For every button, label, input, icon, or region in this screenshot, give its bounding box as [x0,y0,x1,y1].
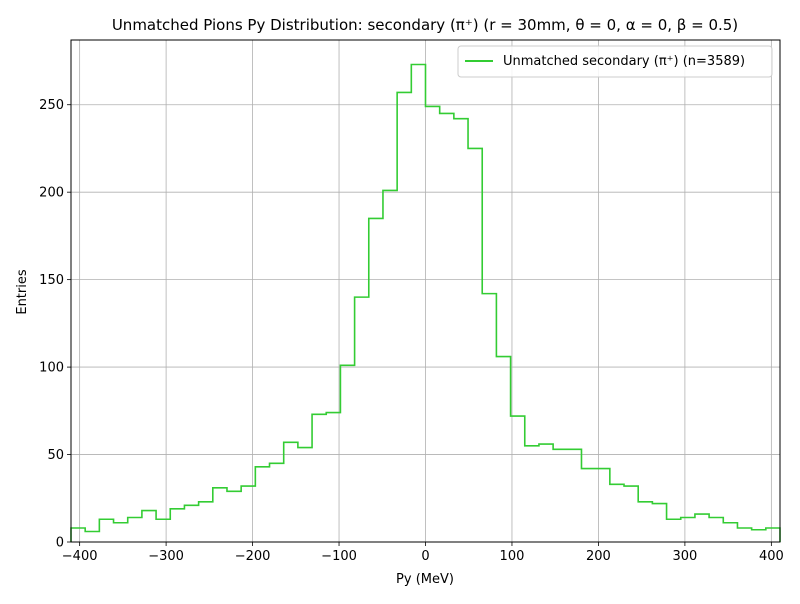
histogram-bin [596,469,610,542]
histogram-bin [525,446,539,542]
x-tick-label: 0 [421,549,429,564]
x-tick-label: −100 [321,549,357,564]
histogram-bin [496,357,510,542]
x-tick-label: −300 [148,549,184,564]
histogram-bin [114,523,128,542]
x-axis: −400 −300 −200 −100 0 100 200 300 400 [62,542,784,564]
y-tick-label: 100 [39,361,64,376]
histogram-bin [695,514,709,542]
histogram-bin [482,294,496,542]
histogram-bin [255,467,269,542]
histogram-bin [411,64,425,542]
histogram-bin [766,528,780,542]
histogram-bin [298,448,312,542]
histogram-bin [184,505,198,542]
histogram-bin [454,119,468,542]
histogram-bin [737,528,751,542]
histogram-bin [383,190,397,542]
x-tick-label: −400 [62,549,98,564]
histogram-bin [752,530,766,542]
histogram-bin [355,297,369,542]
y-tick-label: 250 [39,98,64,113]
histogram-bin [440,113,454,542]
histogram-bin [539,444,553,542]
x-tick-label: 100 [500,549,525,564]
histogram-bin [567,449,581,542]
histogram-bin [638,502,652,542]
histogram-bin [667,519,681,542]
grid [71,40,780,543]
histogram-bin [553,449,567,542]
x-tick-label: 300 [672,549,697,564]
y-tick-label: 150 [39,273,64,288]
histogram-bin [71,528,85,542]
chart-title: Unmatched Pions Py Distribution: seconda… [112,16,738,34]
histogram-bin [227,491,241,542]
histogram-bin [340,365,354,542]
histogram-bin [581,469,595,542]
histogram-bin [99,519,113,542]
y-axis-label: Entries [15,269,30,315]
histogram-bin [156,519,170,542]
histogram [70,63,781,542]
histogram-bin [681,518,695,542]
histogram-bin [326,413,340,542]
histogram-bin [397,92,411,542]
histogram-bin [624,486,638,542]
histogram-bin [270,463,284,542]
series-step-line [70,63,781,542]
histogram-bin [426,106,440,542]
histogram-bin [610,484,624,542]
histogram-bin [241,486,255,542]
x-tick-label: 400 [759,549,784,564]
legend-label: Unmatched secondary (π⁺) (n=3589) [503,54,745,69]
y-tick-label: 0 [56,536,64,551]
histogram-bin [511,416,525,542]
legend-box [457,45,773,78]
histogram-bin [170,509,184,542]
legend: Unmatched secondary (π⁺) (n=3589) [457,45,773,78]
y-axis: 0 50 100 150 200 250 [39,98,71,551]
histogram-bin [723,523,737,542]
x-axis-label: Py (MeV) [396,572,454,587]
histogram-bin [85,532,99,542]
histogram-bin [652,504,666,542]
histogram-bin [312,414,326,542]
y-tick-label: 200 [39,186,64,201]
histogram-bin [199,502,213,542]
x-tick-label: −200 [235,549,271,564]
histogram-bin [468,148,482,542]
histogram-bin [128,518,142,542]
histogram-bin [284,442,298,542]
histogram-bin [369,218,383,542]
histogram-bin [213,488,227,542]
histogram-bin [709,518,723,542]
x-tick-label: 200 [586,549,611,564]
histogram-bin [142,511,156,542]
y-tick-label: 50 [47,448,64,463]
